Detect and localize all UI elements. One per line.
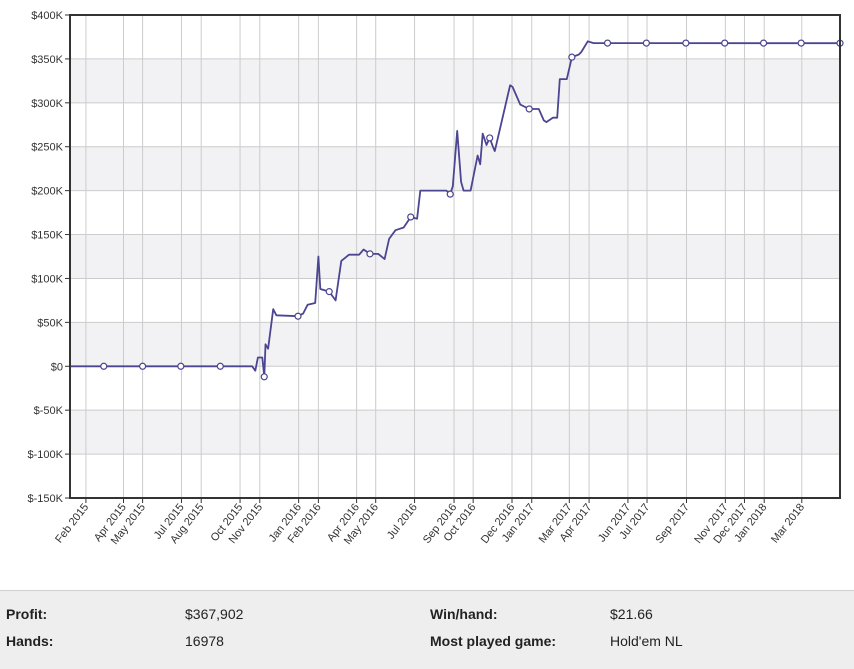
grid-band	[70, 410, 840, 455]
data-point-marker	[407, 213, 415, 221]
grid-band	[70, 58, 840, 103]
y-tick-label: $300K	[31, 98, 63, 110]
data-point-marker	[216, 362, 224, 370]
stats-panel: Profit: $367,902 Win/hand: $21.66 Hands:…	[0, 590, 854, 669]
data-point-marker	[366, 250, 374, 258]
x-tick-label: Feb 2015	[53, 501, 91, 545]
plot-frame	[69, 14, 841, 499]
y-tick-label: $150K	[31, 230, 63, 242]
win-per-hand-label: Win/hand:	[430, 606, 498, 622]
y-tick-label: $-50K	[34, 405, 64, 417]
data-point-marker	[568, 53, 576, 61]
data-point-marker	[721, 39, 729, 47]
data-point-marker	[642, 39, 650, 47]
data-point-marker	[260, 373, 268, 381]
profit-value: $367,902	[185, 606, 244, 622]
x-tick-label: Sep 2017	[653, 501, 691, 546]
y-tick-label: $0	[51, 361, 63, 373]
data-point-marker	[797, 39, 805, 47]
data-point-marker	[139, 362, 147, 370]
data-point-marker	[100, 362, 108, 370]
data-point-marker	[525, 105, 533, 113]
most-played-label: Most played game:	[430, 633, 557, 649]
data-point-marker	[446, 190, 454, 198]
data-point-marker	[177, 362, 185, 370]
data-point-marker	[603, 39, 612, 47]
y-tick-label: $100K	[31, 273, 63, 285]
most-played-value: Hold'em NL	[610, 633, 683, 649]
profit-chart: $400K $350K $300K $250K $200K $150K $100K $50K $…	[27, 10, 844, 547]
win-per-hand-value: $21.66	[610, 606, 653, 622]
profit-label: Profit:	[6, 606, 48, 622]
y-tick-label: $-150K	[28, 493, 64, 505]
y-tick-label: $200K	[31, 186, 63, 198]
profit-line-chart-svg: $400K $350K $300K $250K $200K $150K $100K $50K $…	[28, 10, 844, 547]
data-point-marker	[325, 288, 333, 296]
hands-label: Hands:	[6, 633, 54, 649]
y-tick-label: $50K	[37, 317, 63, 329]
data-point-marker	[486, 134, 494, 142]
y-tick-label: $-100K	[28, 449, 64, 461]
hands-value: 16978	[185, 633, 224, 649]
data-point-marker	[294, 312, 302, 320]
x-tick-label: Jul 2016	[385, 501, 420, 541]
y-tick-label: $350K	[31, 54, 63, 66]
grid-band	[70, 322, 840, 367]
grid-band	[70, 234, 840, 279]
data-point-marker	[759, 39, 768, 47]
y-tick-label: $250K	[31, 142, 63, 154]
data-point-marker	[682, 39, 690, 47]
x-tick-label: Mar 2018	[769, 501, 807, 545]
y-tick-label: $400K	[31, 10, 63, 22]
